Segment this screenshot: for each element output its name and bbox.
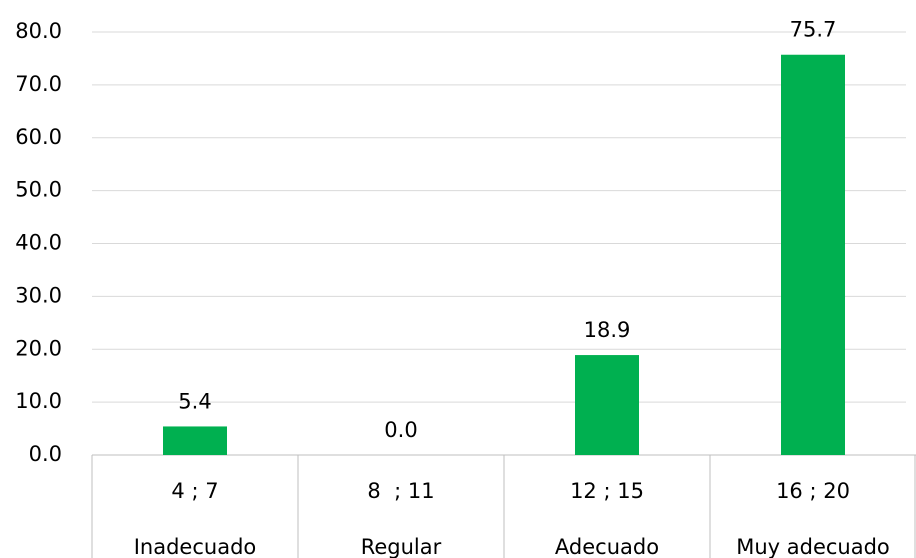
y-tick-label: 50.0 <box>15 178 62 202</box>
y-tick-label: 40.0 <box>15 231 62 255</box>
data-label: 75.7 <box>790 18 837 42</box>
x-group-label: Regular <box>361 535 442 558</box>
data-label: 18.9 <box>584 318 631 342</box>
y-tick-label: 70.0 <box>15 72 62 96</box>
x-tick-label: 4 ; 7 <box>171 479 218 503</box>
x-group-label: Adecuado <box>555 535 659 558</box>
y-tick-label: 20.0 <box>15 336 62 360</box>
x-tick-label: 16 ; 20 <box>776 479 850 503</box>
y-tick-label: 60.0 <box>15 125 62 149</box>
bar <box>781 54 845 456</box>
x-tick-label: 12 ; 15 <box>570 479 644 503</box>
x-group-label: Inadecuado <box>134 535 257 558</box>
y-tick-label: 0.0 <box>29 442 62 466</box>
bar <box>163 426 227 455</box>
y-tick-label: 30.0 <box>15 283 62 307</box>
x-tick-label: 8 ; 11 <box>367 479 434 503</box>
data-label: 0.0 <box>384 418 417 442</box>
y-tick-label: 80.0 <box>15 19 62 43</box>
x-group-label: Muy adecuado <box>736 535 890 558</box>
bar <box>575 355 639 455</box>
data-label: 5.4 <box>178 389 211 413</box>
y-tick-label: 10.0 <box>15 389 62 413</box>
